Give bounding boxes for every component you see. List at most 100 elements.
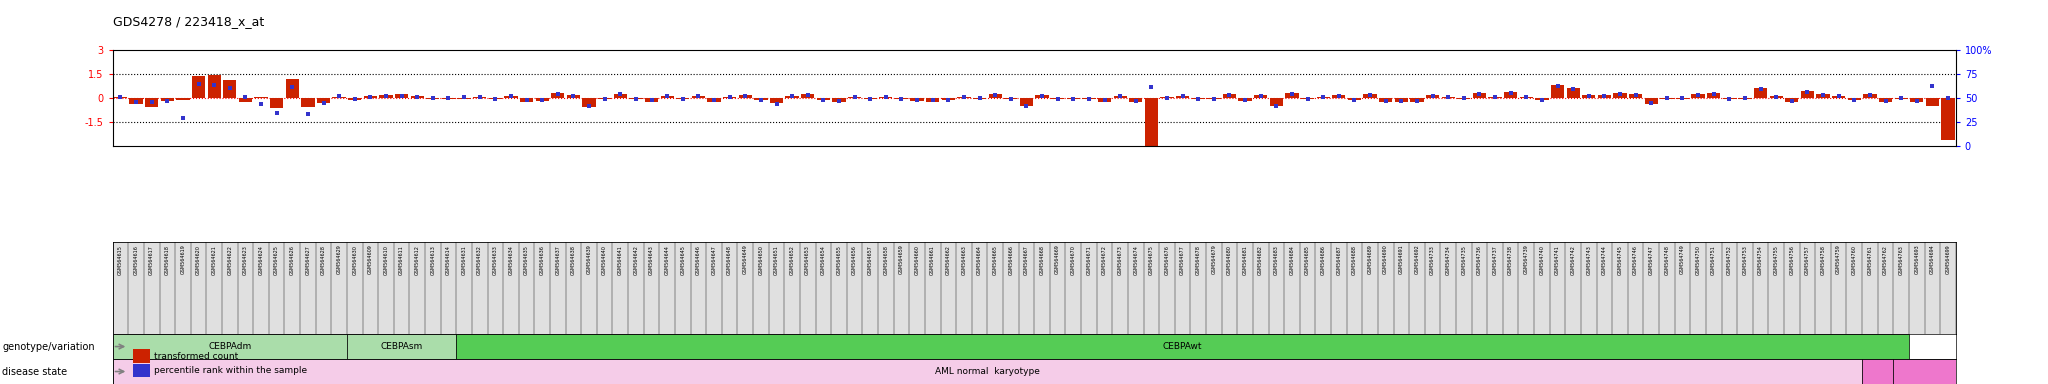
- Text: GSM564672: GSM564672: [1102, 245, 1108, 275]
- Text: GSM564646: GSM564646: [696, 245, 700, 275]
- Bar: [1692, 94, 1704, 98]
- Point: [1165, 93, 1198, 99]
- Bar: [1489, 97, 1501, 98]
- Point: [838, 94, 870, 100]
- Point: [1792, 89, 1825, 95]
- Text: GSM564630: GSM564630: [352, 245, 356, 275]
- Text: GSM564689: GSM564689: [1368, 245, 1372, 275]
- Point: [1212, 91, 1245, 98]
- Text: GSM564625: GSM564625: [274, 245, 279, 275]
- Text: GSM564734: GSM564734: [1446, 245, 1450, 275]
- Bar: [113, 334, 346, 359]
- Text: GSM564666: GSM564666: [1008, 245, 1014, 275]
- Point: [823, 98, 856, 104]
- Bar: [551, 93, 565, 98]
- Text: GSM564690: GSM564690: [1382, 245, 1389, 275]
- Point: [1556, 86, 1589, 93]
- Text: GSM564740: GSM564740: [1540, 245, 1544, 275]
- Point: [1415, 93, 1448, 99]
- Text: GSM564679: GSM564679: [1210, 245, 1217, 275]
- Bar: [442, 98, 455, 99]
- Bar: [1395, 98, 1407, 102]
- Bar: [989, 94, 1001, 98]
- Bar: [1128, 98, 1143, 103]
- Point: [244, 101, 276, 107]
- Text: GSM564610: GSM564610: [383, 245, 389, 275]
- Point: [1698, 91, 1731, 97]
- Text: GSM564669: GSM564669: [1055, 245, 1061, 275]
- Text: GSM564736: GSM564736: [1477, 245, 1483, 275]
- Text: GSM564699: GSM564699: [1946, 245, 1950, 274]
- Bar: [1628, 94, 1642, 98]
- Text: GSM564691: GSM564691: [1399, 245, 1403, 275]
- Bar: [410, 96, 424, 98]
- Bar: [879, 97, 893, 98]
- Bar: [1862, 359, 1892, 384]
- Bar: [1645, 98, 1659, 104]
- Bar: [145, 98, 158, 107]
- Text: GSM564762: GSM564762: [1882, 245, 1888, 275]
- Bar: [1739, 98, 1751, 99]
- Bar: [1300, 98, 1315, 99]
- Bar: [911, 98, 924, 101]
- Bar: [1894, 98, 1909, 99]
- Point: [416, 95, 449, 101]
- Point: [1776, 98, 1808, 104]
- Text: GSM564671: GSM564671: [1085, 245, 1092, 275]
- Text: GSM564674: GSM564674: [1133, 245, 1139, 275]
- Text: GSM564750: GSM564750: [1696, 245, 1700, 275]
- Bar: [489, 98, 502, 99]
- Point: [104, 94, 137, 100]
- Bar: [1425, 95, 1440, 98]
- Text: GSM564748: GSM564748: [1665, 245, 1669, 275]
- Point: [651, 93, 684, 99]
- Text: GSM564635: GSM564635: [524, 245, 528, 275]
- Point: [932, 97, 965, 103]
- Text: GSM564626: GSM564626: [289, 245, 295, 275]
- Bar: [1192, 98, 1204, 99]
- Text: GSM564759: GSM564759: [1837, 245, 1841, 275]
- Text: GSM564664: GSM564664: [977, 245, 983, 275]
- Text: AML normal  karyotype: AML normal karyotype: [936, 367, 1040, 376]
- Text: GSM564623: GSM564623: [244, 245, 248, 275]
- Point: [760, 101, 793, 107]
- Bar: [1864, 94, 1876, 98]
- Point: [1667, 95, 1700, 101]
- Bar: [1597, 95, 1612, 98]
- Text: GSM564620: GSM564620: [197, 245, 201, 275]
- Bar: [1081, 98, 1096, 99]
- Bar: [864, 98, 877, 99]
- Text: GSM564684: GSM564684: [1290, 245, 1294, 275]
- Text: GSM564668: GSM564668: [1040, 245, 1044, 275]
- Bar: [645, 98, 657, 103]
- Text: GSM564642: GSM564642: [633, 245, 639, 275]
- Bar: [1051, 98, 1065, 99]
- Point: [963, 95, 995, 101]
- Text: GSM564655: GSM564655: [836, 245, 842, 275]
- Text: GSM564742: GSM564742: [1571, 245, 1575, 275]
- Text: GSM564624: GSM564624: [258, 245, 264, 275]
- Point: [979, 91, 1012, 98]
- Point: [1401, 98, 1434, 104]
- Bar: [426, 98, 440, 99]
- Bar: [786, 96, 799, 98]
- Point: [182, 81, 215, 88]
- Point: [229, 94, 262, 100]
- Point: [324, 93, 356, 99]
- Point: [213, 85, 246, 91]
- Text: GSM564617: GSM564617: [150, 245, 154, 275]
- Text: GSM564621: GSM564621: [211, 245, 217, 275]
- Point: [1073, 96, 1106, 102]
- Bar: [1364, 94, 1376, 98]
- Bar: [1892, 359, 1956, 384]
- Bar: [739, 95, 752, 98]
- Text: GSM564752: GSM564752: [1726, 245, 1733, 275]
- Point: [1104, 93, 1137, 99]
- Text: percentile rank within the sample: percentile rank within the sample: [154, 366, 307, 375]
- Point: [1837, 97, 1870, 103]
- Text: GSM564661: GSM564661: [930, 245, 936, 275]
- Text: GSM564688: GSM564688: [1352, 245, 1358, 275]
- Text: GSM564687: GSM564687: [1337, 245, 1341, 275]
- Point: [1307, 94, 1339, 100]
- Bar: [317, 98, 330, 103]
